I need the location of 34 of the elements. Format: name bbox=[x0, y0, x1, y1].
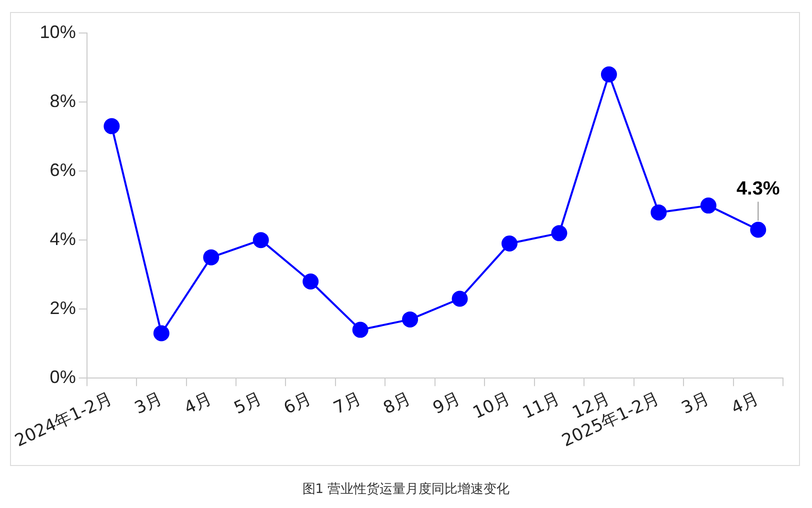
x-tick-label: 2024年1-2月 bbox=[12, 388, 116, 452]
point bbox=[153, 325, 170, 342]
caption: 图1 营业性货运量月度同比增速变化 bbox=[301, 481, 511, 498]
data-label: 4.3% bbox=[736, 178, 780, 200]
x-tick-label: 4月 bbox=[728, 388, 762, 419]
y-tick-label: 8% bbox=[50, 90, 76, 111]
point bbox=[302, 273, 319, 290]
point bbox=[402, 311, 418, 328]
x-tick-label: 10月 bbox=[470, 388, 514, 424]
point bbox=[700, 198, 716, 214]
y-tick-label: 10% bbox=[40, 22, 76, 42]
x-tick-label: 5月 bbox=[231, 388, 265, 419]
point bbox=[750, 222, 766, 238]
point bbox=[252, 232, 269, 248]
x-tick-label: 4月 bbox=[181, 388, 216, 419]
y-tick-label: 2% bbox=[50, 298, 76, 318]
y-tick-label: 0% bbox=[50, 367, 76, 388]
point bbox=[452, 290, 468, 307]
point bbox=[650, 204, 667, 220]
x-tick-label: 11月 bbox=[520, 388, 564, 424]
x-tick-label: 8月 bbox=[380, 388, 414, 419]
x-tick-label: 6月 bbox=[280, 388, 315, 419]
point bbox=[551, 225, 568, 242]
x-tick-label: 3月 bbox=[132, 388, 166, 419]
point bbox=[600, 66, 617, 82]
y-tick-label: 6% bbox=[50, 160, 76, 180]
point bbox=[352, 322, 368, 338]
x-tick-label: 7月 bbox=[330, 388, 364, 419]
point bbox=[203, 249, 220, 266]
x-tick-label: 9月 bbox=[430, 388, 464, 419]
point bbox=[104, 118, 120, 134]
point bbox=[502, 236, 518, 252]
y-tick-label: 4% bbox=[50, 229, 76, 250]
x-tick-label: 3月 bbox=[678, 388, 712, 419]
